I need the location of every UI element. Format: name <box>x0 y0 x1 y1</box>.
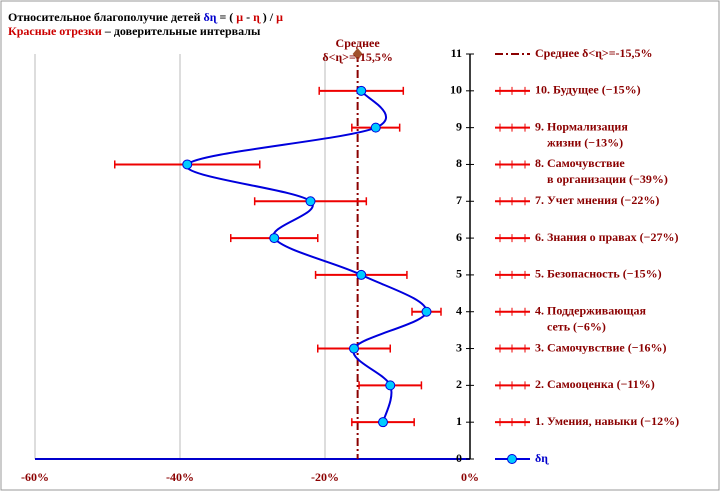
title-part: ) / <box>260 10 276 24</box>
legend-label: Среднее δ<ɳ>=-15,5% <box>535 46 653 60</box>
legend-label: 1. Умения, навыки (−12%) <box>535 414 679 428</box>
title-part: Относительное благополучие детей <box>8 10 204 24</box>
point <box>356 85 367 96</box>
point <box>356 269 367 280</box>
legend-label: 6. Знания о правах (−27%) <box>535 230 678 244</box>
x-tick-label: 0% <box>461 470 479 484</box>
y-tick-label: 7 <box>456 193 462 207</box>
title-part: – доверительные интервалы <box>102 24 261 38</box>
chart-title: Относительное благополучие детей δɳ = ( … <box>8 10 283 24</box>
legend-label: 8. Самочувствие <box>535 156 625 170</box>
title-part: μ <box>236 10 243 24</box>
x-tick-label: -60% <box>21 470 49 484</box>
x-tick-label: -20% <box>311 470 339 484</box>
y-tick-label: 3 <box>456 340 462 354</box>
title-part: - <box>243 10 253 24</box>
point <box>349 343 359 354</box>
legend-label: 5. Безопасность (−15%) <box>535 267 662 281</box>
point <box>378 417 388 428</box>
legend-label: 4. Поддерживающая <box>535 303 647 317</box>
legend-marker <box>507 454 517 464</box>
legend-label: в организации (−39%) <box>547 172 668 186</box>
y-tick-label: 11 <box>451 46 462 60</box>
y-tick-label: 6 <box>456 230 462 244</box>
y-tick-label: 0 <box>456 451 462 465</box>
legend-label: 10. Будущее (−15%) <box>535 83 641 97</box>
point <box>421 306 432 317</box>
point <box>305 196 316 207</box>
legend-label: δɳ <box>535 451 549 465</box>
legend-label: жизни (−13%) <box>547 135 623 149</box>
legend-label: 2. Самооценка (−11%) <box>535 377 655 391</box>
chart-subtitle: Красные отрезки – доверительные интервал… <box>8 24 261 38</box>
y-tick-label: 2 <box>456 377 462 391</box>
legend-label: 7. Учет мнения (−22%) <box>535 193 659 207</box>
mean-marker <box>352 48 363 60</box>
point <box>370 122 381 133</box>
title-part: ɳ <box>253 10 261 24</box>
legend-label: 9. Нормализация <box>535 119 628 133</box>
title-part: = ( <box>216 10 236 24</box>
title-part: μ <box>276 10 283 24</box>
mean-label: δ<ɳ>=-15,5% <box>322 50 392 64</box>
y-tick-label: 9 <box>456 119 462 133</box>
point <box>182 159 193 170</box>
point <box>269 233 280 244</box>
y-tick-label: 4 <box>456 303 462 317</box>
y-tick-label: 8 <box>456 156 462 170</box>
y-tick-label: 10 <box>450 83 462 97</box>
y-tick-label: 5 <box>456 267 462 281</box>
point <box>385 380 396 391</box>
mean-label: Среднее <box>336 36 381 50</box>
legend-label: сеть (−6%) <box>547 319 606 333</box>
legend-label: 3. Самочувствие (−16%) <box>535 340 667 354</box>
title-part: δɳ <box>204 10 218 24</box>
x-tick-label: -40% <box>166 470 194 484</box>
title-part: Красные отрезки <box>8 24 102 38</box>
y-tick-label: 1 <box>456 414 462 428</box>
